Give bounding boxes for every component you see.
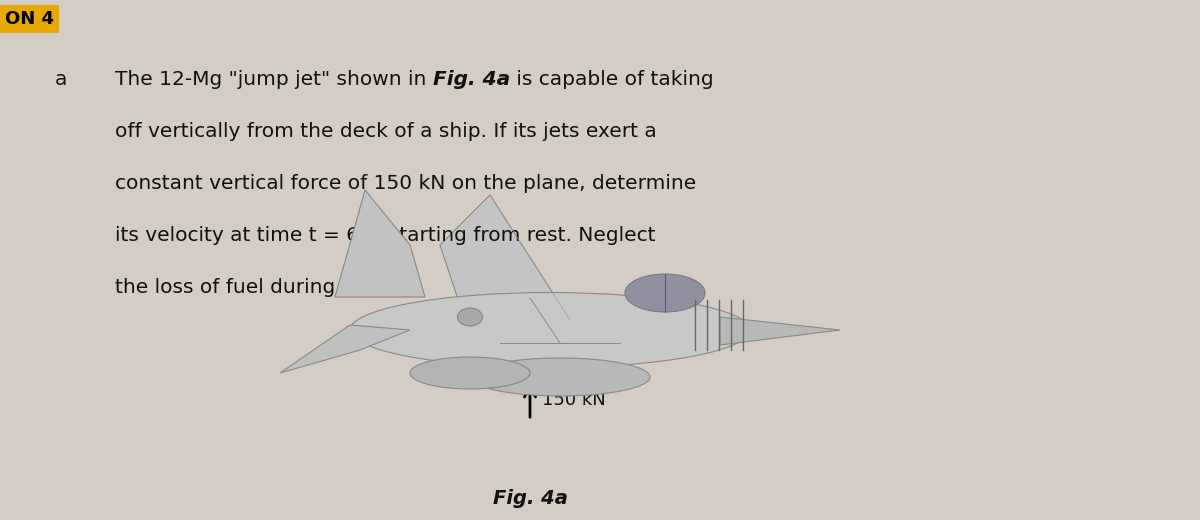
Text: off vertically from the deck of a ship. If its jets exert a: off vertically from the deck of a ship. …: [115, 122, 656, 141]
Text: the loss of fuel during the lift.: the loss of fuel during the lift.: [115, 278, 413, 297]
Polygon shape: [280, 325, 410, 373]
Text: Fig. 4a: Fig. 4a: [433, 70, 510, 89]
Text: constant vertical force of 150 kN on the plane, determine: constant vertical force of 150 kN on the…: [115, 174, 696, 193]
Polygon shape: [335, 190, 425, 297]
Ellipse shape: [457, 308, 482, 326]
Text: 150 kN: 150 kN: [542, 391, 606, 409]
Polygon shape: [440, 195, 640, 365]
Text: is capable of taking: is capable of taking: [510, 70, 714, 89]
Text: a: a: [55, 70, 67, 89]
Text: its velocity at time t = 6 s, starting from rest. Neglect: its velocity at time t = 6 s, starting f…: [115, 226, 655, 245]
Ellipse shape: [470, 358, 650, 396]
Ellipse shape: [625, 274, 706, 312]
Polygon shape: [720, 317, 840, 345]
Text: Fig. 4a: Fig. 4a: [492, 489, 568, 508]
Text: ON 4: ON 4: [5, 10, 54, 28]
Ellipse shape: [350, 293, 750, 368]
Text: The 12-Mg "jump jet" shown in: The 12-Mg "jump jet" shown in: [115, 70, 433, 89]
Ellipse shape: [410, 357, 530, 389]
